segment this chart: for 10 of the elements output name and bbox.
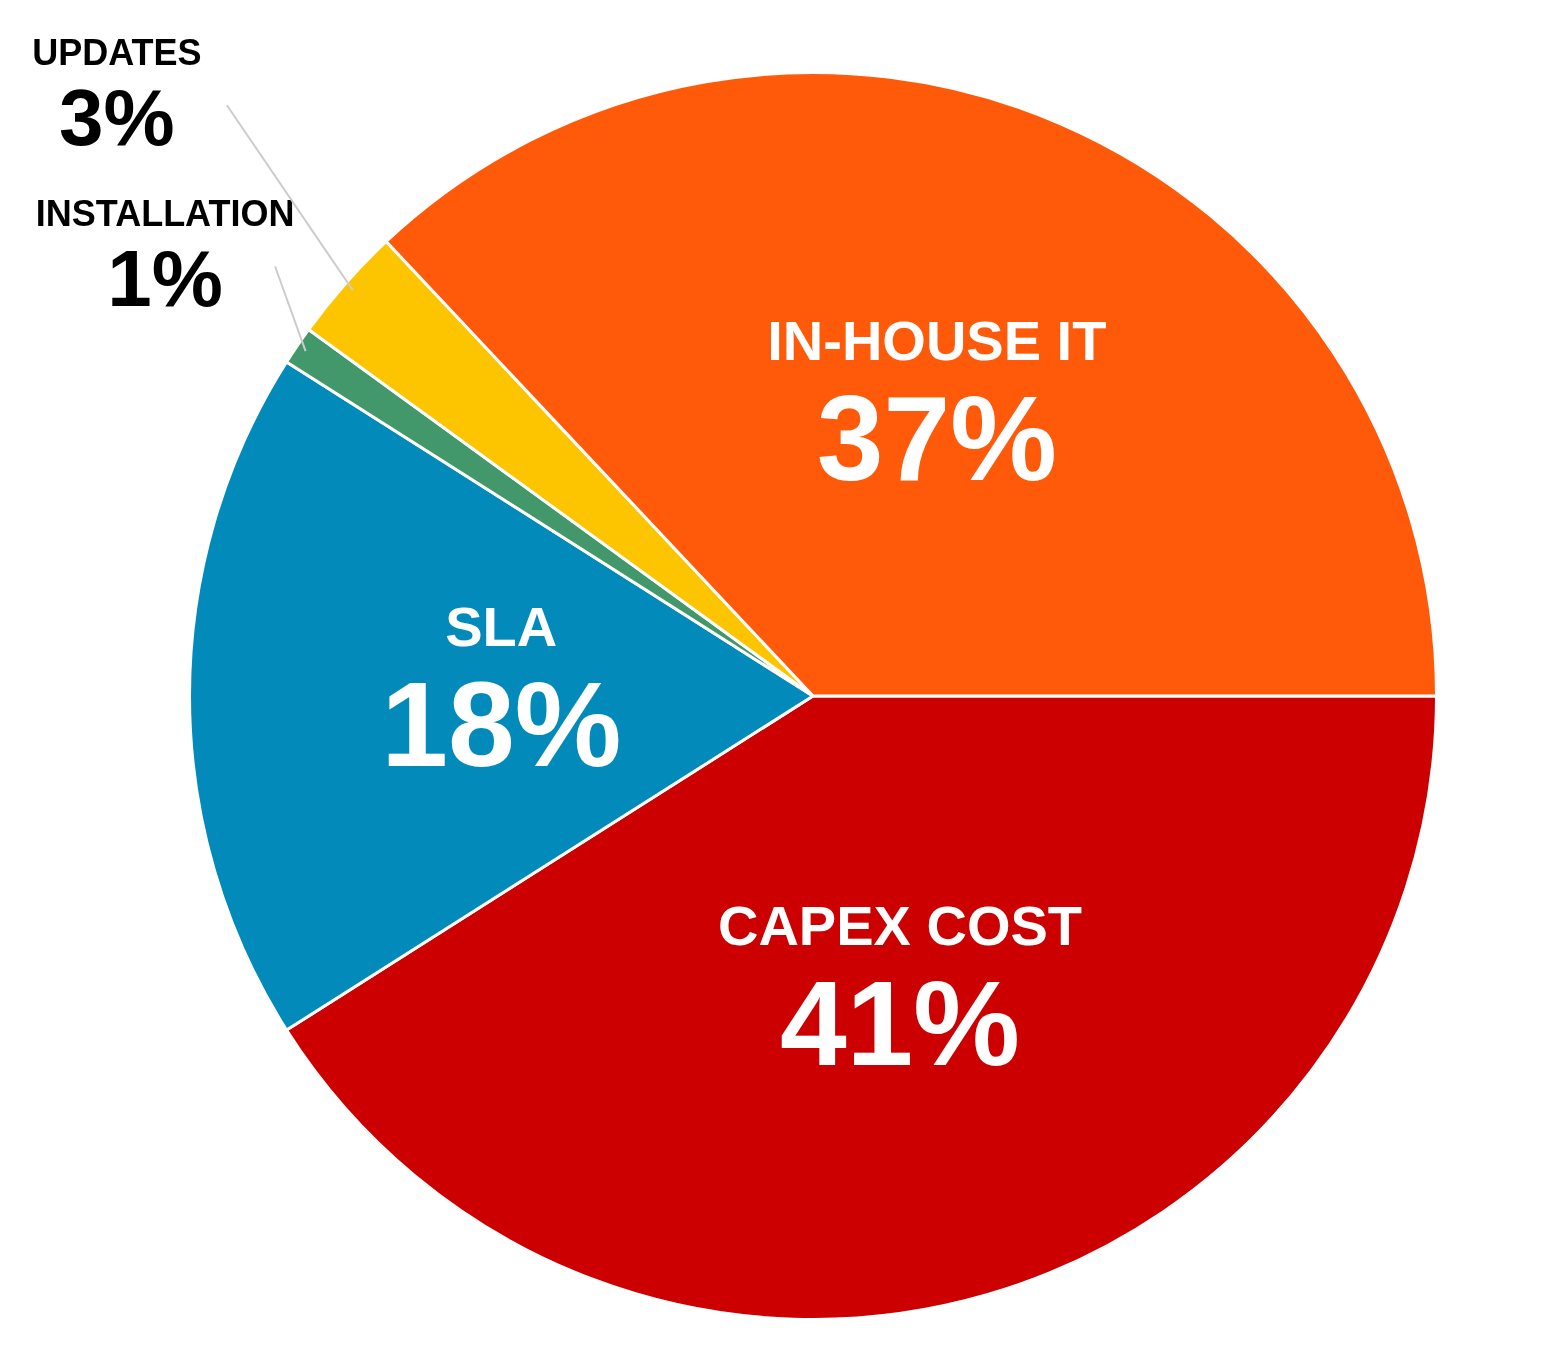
slice-label: SLA <box>445 595 558 658</box>
data-label: 1% <box>107 234 223 324</box>
slice-label: CAPEX COST <box>717 894 1083 958</box>
data-label: 37% <box>816 370 1057 505</box>
slice-label: UPDATES <box>32 32 202 74</box>
slice-label: INSTALLATION <box>35 193 295 235</box>
data-label: 18% <box>381 657 622 791</box>
data-label: 3% <box>59 73 175 163</box>
data-label: 41% <box>779 956 1021 1091</box>
slice-label: IN-HOUSE IT <box>767 308 1107 372</box>
